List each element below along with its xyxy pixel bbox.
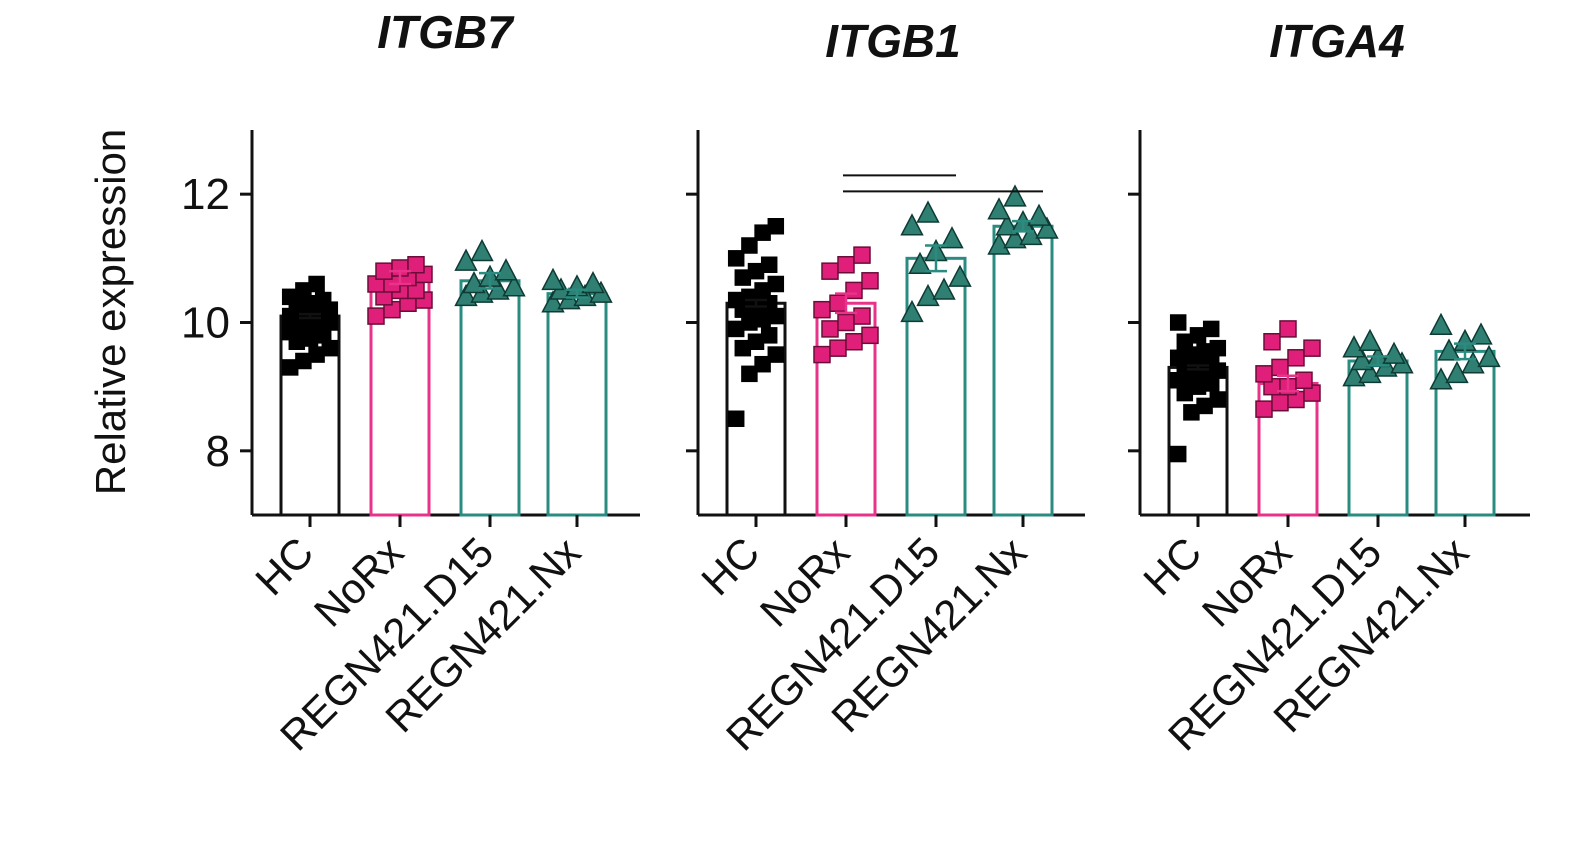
data-point — [916, 283, 940, 307]
data-point — [727, 250, 745, 267]
data-point — [767, 218, 785, 235]
bar — [546, 292, 608, 517]
data-point — [1429, 367, 1453, 390]
data-point — [470, 238, 494, 262]
data-point — [1287, 349, 1305, 367]
data-point — [1358, 328, 1382, 352]
data-point — [1169, 445, 1187, 463]
y-tick-label: 12 — [181, 170, 230, 219]
data-point — [407, 256, 425, 274]
data-point — [853, 307, 871, 325]
data-point — [1209, 339, 1227, 357]
data-point — [1003, 184, 1027, 207]
panel-title: ITGA4 — [1269, 15, 1404, 67]
data-point — [948, 264, 972, 287]
data-point — [908, 251, 932, 275]
y-tick-label: 10 — [181, 299, 230, 348]
data-point — [813, 345, 831, 364]
data-point — [1003, 226, 1027, 249]
data-point — [845, 333, 863, 351]
data-point — [767, 275, 785, 293]
bar — [992, 224, 1054, 517]
data-point — [837, 256, 855, 274]
data-point — [581, 270, 605, 294]
data-point — [829, 294, 847, 312]
data-point — [1255, 365, 1273, 383]
data-point — [940, 226, 964, 249]
data-point — [861, 272, 879, 290]
data-point — [308, 275, 325, 293]
y-axis-label: Relative expression — [87, 129, 134, 496]
data-point — [1303, 339, 1321, 357]
data-point — [754, 355, 771, 373]
data-point — [1035, 216, 1059, 239]
data-point — [821, 320, 839, 338]
data-point — [1202, 320, 1220, 338]
data-point — [1255, 400, 1273, 418]
bar — [1347, 359, 1409, 517]
data-point — [1469, 322, 1493, 345]
panel-title: ITGB1 — [825, 15, 960, 67]
data-point — [1271, 393, 1289, 412]
data-point — [1342, 364, 1366, 387]
data-point — [900, 213, 924, 236]
data-point — [727, 410, 745, 427]
data-point — [829, 339, 847, 357]
data-point — [741, 237, 758, 254]
data-point — [1209, 391, 1227, 408]
data-point — [1263, 333, 1281, 351]
data-point — [454, 283, 478, 307]
data-point — [767, 346, 785, 363]
data-point — [502, 274, 526, 297]
data-point — [995, 213, 1019, 236]
data-point — [541, 267, 565, 291]
data-point — [987, 197, 1011, 220]
data-point — [861, 326, 879, 345]
bar — [459, 279, 521, 517]
data-point — [1477, 344, 1501, 368]
data-point — [741, 365, 758, 383]
data-point — [1382, 341, 1406, 364]
x-tick-label: HC — [246, 528, 322, 604]
data-point — [837, 313, 855, 332]
data-point — [900, 299, 924, 323]
panel-title: ITGB7 — [377, 6, 515, 58]
x-tick-label: HC — [692, 528, 768, 604]
data-point — [760, 256, 778, 273]
data-point — [1169, 314, 1187, 331]
data-point — [845, 281, 863, 300]
data-point — [494, 258, 518, 281]
data-point — [1429, 312, 1453, 336]
data-point — [1019, 222, 1043, 246]
data-point — [367, 307, 385, 325]
data-point — [1358, 360, 1382, 384]
data-point — [813, 300, 831, 319]
data-point — [314, 291, 332, 309]
x-tick-label: HC — [1134, 528, 1210, 604]
data-point — [853, 246, 871, 264]
data-point — [1461, 351, 1485, 374]
data-point — [987, 232, 1011, 255]
data-point — [821, 262, 839, 280]
data-point — [760, 327, 778, 344]
data-point — [1342, 335, 1366, 358]
y-tick-label: 8 — [206, 427, 230, 476]
data-point — [1271, 358, 1289, 377]
data-point — [541, 290, 565, 313]
data-point — [932, 277, 956, 300]
data-point — [916, 200, 940, 223]
data-point — [1279, 320, 1297, 338]
data-point — [1295, 371, 1313, 389]
